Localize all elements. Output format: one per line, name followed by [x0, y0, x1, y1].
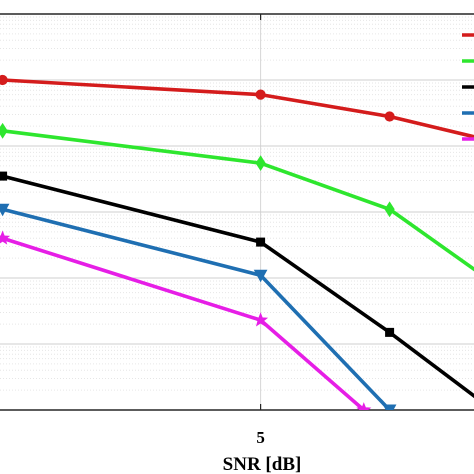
plot-frame	[0, 13, 474, 411]
series-line	[2, 174, 474, 399]
data-point	[0, 171, 8, 181]
series-1	[0, 74, 474, 139]
data-point	[256, 237, 266, 247]
data-point	[384, 201, 395, 218]
x-axis-ticks: 510	[256, 14, 265, 447]
series-group	[0, 74, 474, 410]
series-2	[0, 122, 474, 272]
data-point	[255, 155, 266, 172]
data-point	[0, 230, 11, 245]
series-3	[0, 171, 474, 399]
data-point	[356, 402, 372, 410]
legend	[462, 33, 474, 141]
series-line	[2, 78, 474, 139]
data-point	[0, 122, 8, 139]
data-point	[0, 74, 8, 86]
series-4	[0, 203, 397, 410]
data-point	[253, 312, 269, 327]
x-tick-label: 5	[256, 428, 265, 447]
data-point	[385, 327, 395, 337]
grid	[0, 14, 474, 411]
data-point	[384, 111, 395, 122]
data-point	[253, 269, 268, 283]
series-5	[0, 230, 372, 410]
data-point	[382, 404, 397, 410]
data-point	[255, 89, 266, 100]
x-axis-label: SNR [dB]	[223, 454, 302, 474]
data-point	[0, 203, 10, 217]
